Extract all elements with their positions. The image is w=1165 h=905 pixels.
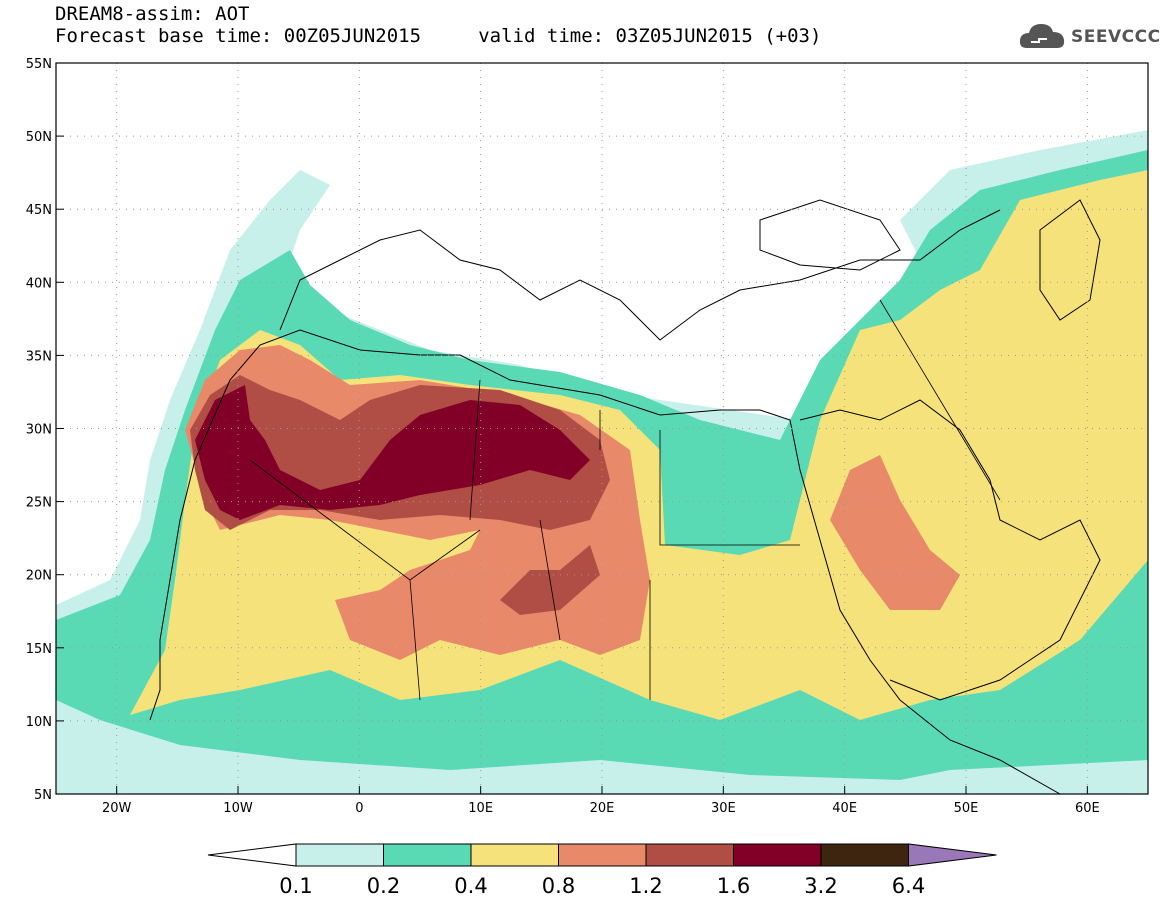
cloud-icon [1019,24,1065,48]
colorbar-label: 1.2 [629,874,662,898]
x-tick-label: 30E [711,801,736,816]
aot-contour-1.6 [195,385,590,520]
aot-contour-0.8 [830,455,960,610]
colorbar-swatch [558,843,647,867]
colorbar-over-arrow [908,843,997,867]
x-tick-label: 0 [355,801,363,816]
colorbar-label: 0.8 [542,874,575,898]
colorbar-swatch [295,843,384,867]
x-tick-label: 10W [223,801,253,816]
coastline-africa [149,329,1061,794]
colorbar-swatch [470,843,559,867]
seevccc-logo: SEEVCCC [1017,18,1160,58]
coastline-arabia [799,399,1101,701]
lat-lon-grid [56,63,1148,794]
logo-text: SEEVCCC [1071,27,1161,47]
y-tick-label: 25N [26,496,52,511]
y-tick-label: 15N [26,642,52,657]
x-tick-label: 50E [954,801,979,816]
y-tick-label: 55N [26,57,52,72]
border-lines [249,299,1001,701]
colorbar-label: 0.4 [454,874,487,898]
colorbar-label: 6.4 [892,874,925,898]
map-title: DREAM8-assim: AOT [55,3,250,25]
x-tick-label: 10E [468,801,493,816]
y-tick-label: 35N [26,349,52,364]
coastlines [149,199,1101,794]
colorbar-label: 0.2 [367,874,400,898]
y-tick-label: 20N [26,569,52,584]
colorbar-swatch [820,843,909,867]
x-tick-label: 20W [102,801,132,816]
aot-field [56,130,1148,794]
y-tick-label: 45N [26,203,52,218]
y-tick-label: 30N [26,423,52,438]
x-tick-label: 20E [590,801,615,816]
coastline-black-sea [759,199,901,271]
colorbar-swatch [733,843,822,867]
colorbar-swatch [383,843,472,867]
y-tick-label: 40N [26,276,52,291]
forecast-time-subtitle: Forecast base time: 00Z05JUN2015 valid t… [55,25,822,47]
x-tick-label: 40E [832,801,857,816]
coastline-caspian [1039,199,1101,321]
colorbar-label: 1.6 [717,874,750,898]
colorbar: 0.1 0.2 0.4 0.8 1.2 1.6 3.2 6.4 [207,843,997,898]
y-tick-label: 50N [26,130,52,145]
colorbar-label: 3.2 [804,874,837,898]
colorbar-under-arrow [207,843,297,867]
y-tick-label: 5N [34,788,52,803]
x-tick-label: 60E [1075,801,1100,816]
latitude-labels: 55N 50N 45N 40N 35N 30N 25N 20N 15N 10N 5N [26,57,64,803]
y-tick-label: 10N [26,715,52,730]
coastline-europe [279,209,1001,341]
colorbar-label: 0.1 [279,874,312,898]
longitude-labels: 20W 10W 0 10E 20E 30E 40E 50E 60E [102,786,1100,816]
colorbar-swatch [645,843,734,867]
